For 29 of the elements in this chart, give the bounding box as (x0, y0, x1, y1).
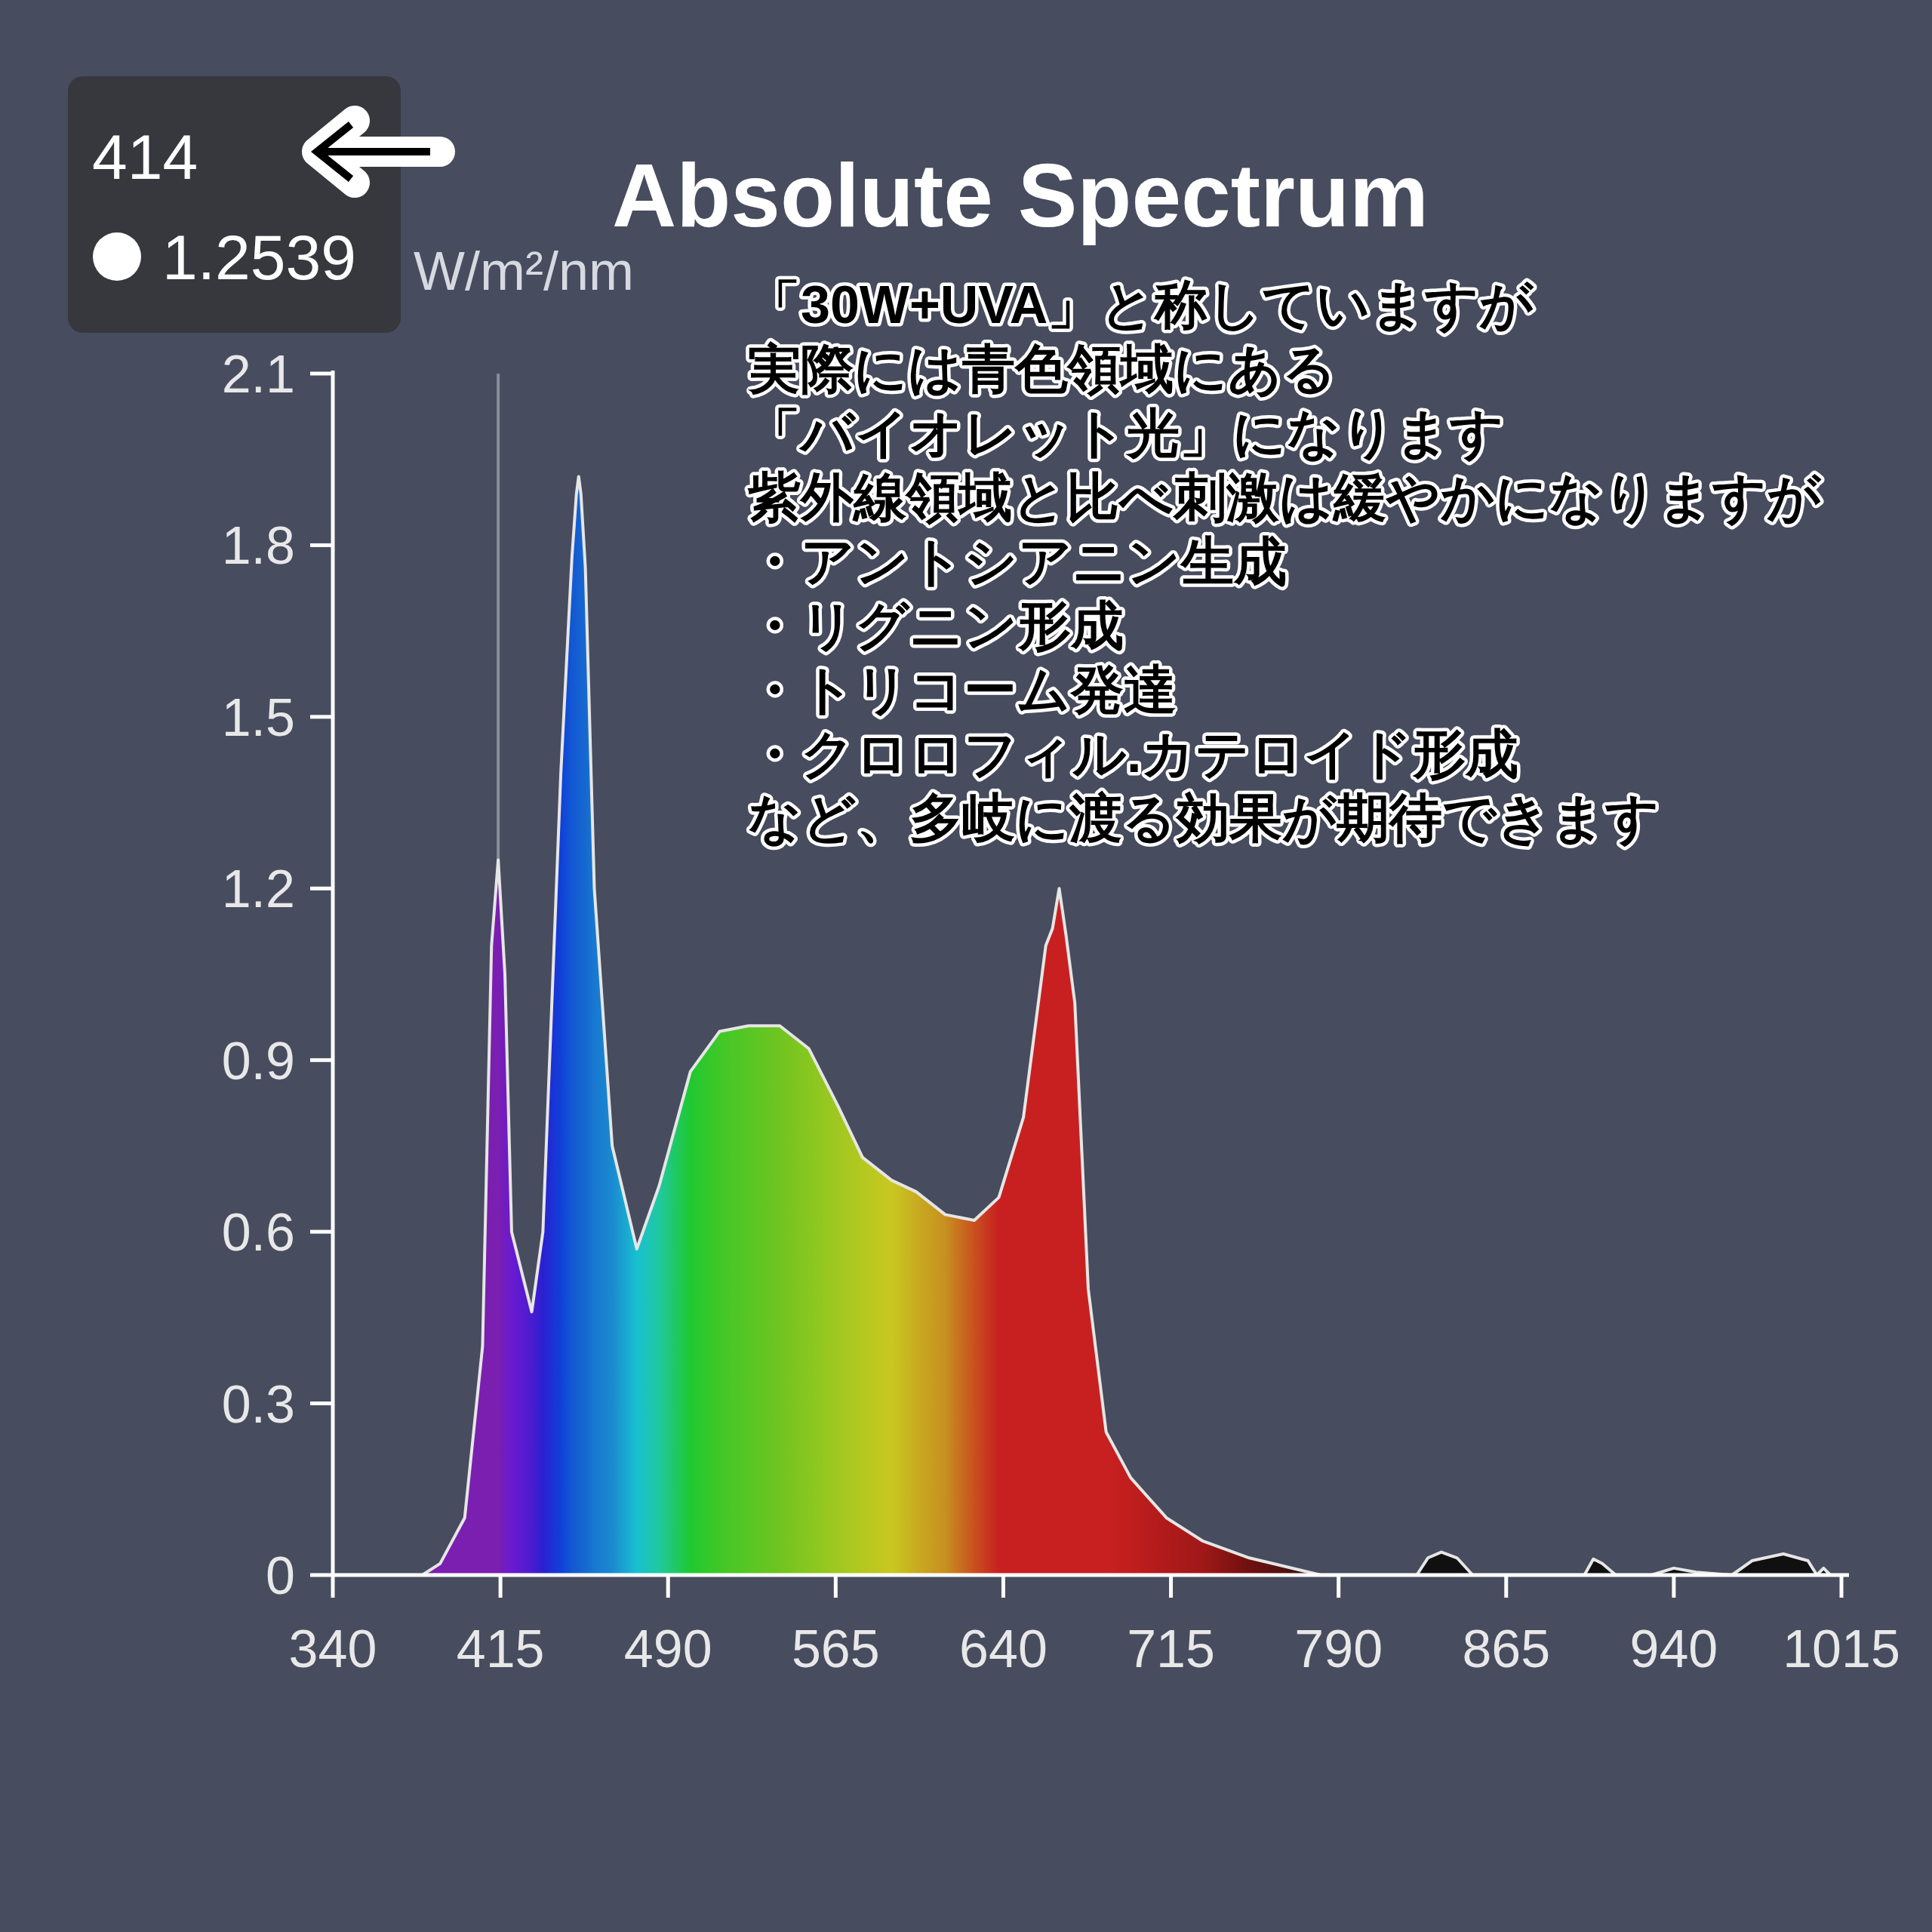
x-tick-label: 490 (623, 1620, 712, 1678)
x-tick-label: 340 (288, 1620, 377, 1678)
x-tick-label: 640 (959, 1620, 1048, 1678)
y-tick-label: 1.8 (221, 516, 295, 576)
annotation: ・リグニン形成 (748, 596, 1124, 655)
y-tick-label: 0 (266, 1546, 295, 1605)
annotation: ・トリコーム発達 (748, 660, 1177, 719)
x-tick-label: 940 (1629, 1620, 1718, 1678)
y-tick-label: 2.1 (221, 345, 295, 404)
y-tick-label: 0.3 (221, 1374, 295, 1434)
x-tick-label: 1015 (1783, 1620, 1900, 1678)
annotation: 紫外線領域と比べ刺激は緩やかになりますが (747, 468, 1822, 527)
text: 「30W+UVA」と称していますが (748, 275, 1535, 334)
annotation: ・アントシアニン生成 (748, 532, 1287, 591)
y-tick-label: 1.2 (221, 860, 295, 919)
y-tick-label: 1.5 (221, 688, 295, 747)
y-tick-label: 0.9 (221, 1031, 295, 1091)
annotation: 実際には青色領域にある (747, 340, 1337, 398)
x-tick-label: 415 (456, 1620, 545, 1678)
annotation: ・クロロフィル.カテロイド形成 (748, 724, 1519, 783)
annotation: 「バイオレット光」になります (748, 404, 1504, 463)
annotation: など、多岐に渡る効果が期待できます (748, 789, 1660, 848)
y-tick-label: 0.6 (221, 1203, 295, 1263)
text: 1.2539 (162, 222, 356, 293)
x-tick-label: 790 (1294, 1620, 1383, 1678)
text: 414 (92, 122, 198, 192)
x-tick-label: 715 (1127, 1620, 1215, 1678)
x-tick-label: 565 (791, 1620, 880, 1678)
x-tick-label: 865 (1462, 1620, 1551, 1678)
